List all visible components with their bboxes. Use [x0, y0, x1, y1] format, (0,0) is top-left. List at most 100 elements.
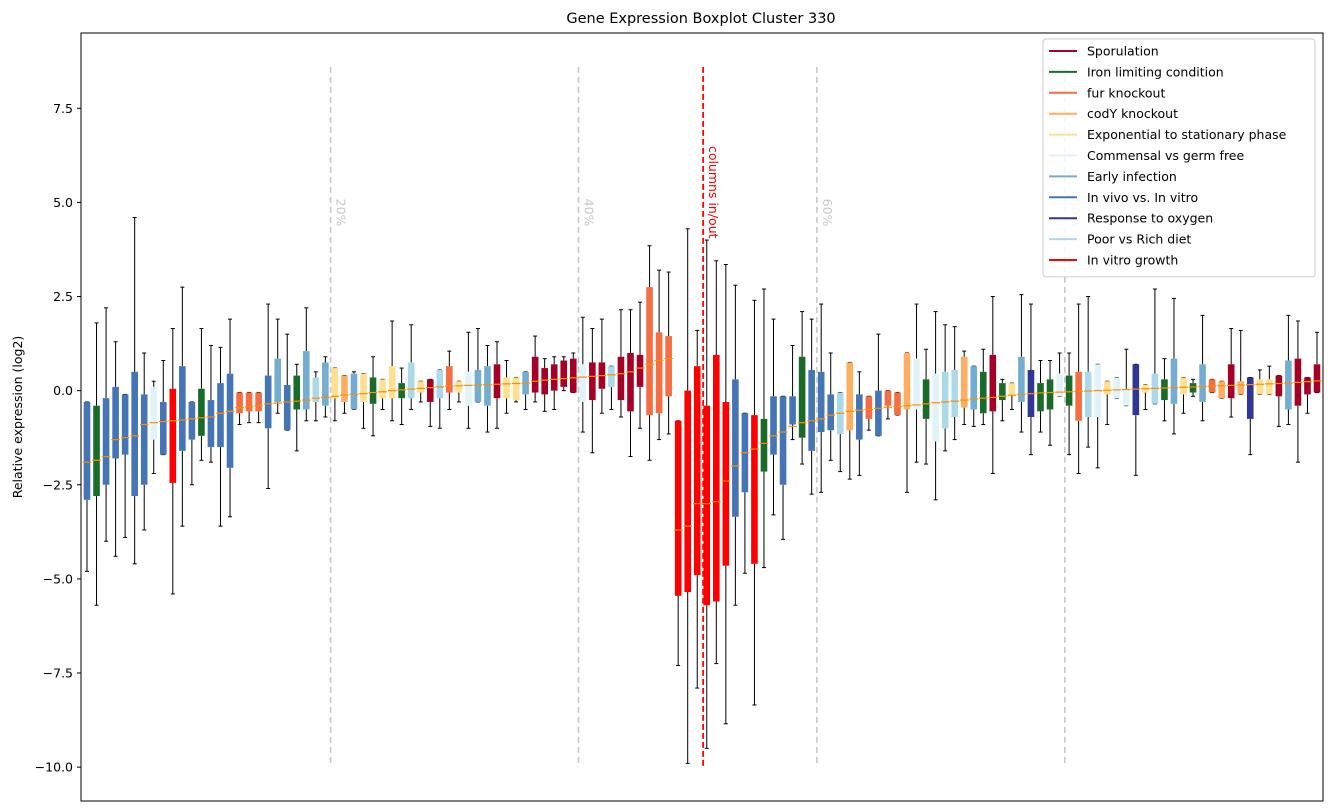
box-item	[378, 378, 387, 410]
box-body	[283, 385, 291, 431]
box-item	[931, 311, 940, 501]
box-item	[540, 358, 549, 412]
box-item	[788, 344, 797, 441]
box-body	[1285, 360, 1292, 410]
box-item	[969, 365, 979, 427]
box-item	[978, 348, 988, 426]
box-item	[635, 301, 645, 429]
box-body	[627, 353, 634, 412]
box-item	[1026, 303, 1036, 456]
legend-label: codY knockout	[1087, 106, 1178, 121]
legend: Sporulation Iron limiting condition fur kn…	[1042, 38, 1316, 278]
box-item	[1007, 382, 1017, 410]
box-item	[769, 318, 778, 516]
legend-label: Exponential to stationary phase	[1087, 127, 1287, 142]
box-item	[445, 350, 454, 410]
box-body	[674, 420, 682, 596]
box-item	[807, 318, 816, 495]
y-axis: 7.5 5.0 2.5 0.0 −2.5 −5.0 −7.5 −10.0	[35, 101, 81, 775]
box-item	[626, 309, 635, 458]
box-item	[168, 328, 178, 595]
box-item	[912, 303, 921, 463]
box-body	[159, 401, 167, 455]
box-body	[1199, 364, 1206, 402]
box-item	[502, 360, 511, 414]
box-body	[93, 405, 100, 497]
box-body	[617, 356, 625, 401]
box-body	[665, 336, 672, 397]
box-item	[816, 303, 826, 493]
box-body	[875, 390, 882, 436]
box-item	[855, 371, 864, 476]
y-tick-label: −7.5	[43, 666, 73, 681]
box-item	[139, 352, 149, 531]
box-item	[225, 318, 235, 518]
box-item	[235, 392, 244, 426]
box-item	[282, 333, 292, 431]
threshold-label: columns in/out	[706, 146, 721, 239]
box-item	[254, 392, 263, 424]
box-body	[484, 366, 491, 406]
box-item	[1245, 376, 1255, 456]
box-body	[1037, 383, 1044, 412]
box-item	[1188, 378, 1198, 397]
box-item	[492, 341, 502, 429]
box-body	[646, 287, 653, 416]
box-item	[130, 216, 139, 565]
box-body	[503, 377, 510, 399]
box-body	[493, 364, 501, 399]
box-body	[1103, 381, 1111, 395]
box-item	[874, 333, 883, 437]
box-item	[397, 367, 406, 426]
legend-frame	[1042, 38, 1316, 278]
box-body	[903, 353, 911, 410]
box-body	[970, 366, 978, 410]
box-item	[597, 318, 607, 414]
box-item	[549, 356, 559, 410]
box-body	[608, 366, 615, 387]
box-item	[120, 393, 130, 538]
box-body	[1180, 377, 1187, 395]
box-item	[692, 329, 702, 689]
box-item	[464, 331, 473, 429]
box-item	[1017, 294, 1026, 433]
box-item	[1169, 297, 1179, 435]
box-body	[1046, 379, 1054, 410]
box-item	[273, 318, 282, 414]
box-body	[1275, 375, 1283, 397]
box-body	[264, 375, 272, 429]
y-tick-label: −5.0	[43, 571, 73, 586]
box-body	[407, 362, 415, 399]
box-item	[1036, 360, 1045, 433]
box-item	[940, 324, 950, 452]
box-item	[416, 380, 426, 403]
box-body	[236, 392, 243, 414]
box-body	[779, 396, 787, 485]
box-item	[616, 309, 626, 418]
box-item	[721, 264, 731, 725]
box-body	[922, 379, 930, 419]
box-body	[960, 356, 968, 408]
box-item	[101, 307, 111, 542]
box-item	[588, 328, 597, 454]
box-item	[645, 245, 654, 461]
box-item	[1255, 369, 1265, 395]
box-item	[845, 361, 855, 480]
box-item	[1236, 329, 1246, 395]
box-item	[1312, 331, 1322, 394]
box-item	[731, 284, 740, 606]
box-body	[1075, 371, 1082, 421]
box-body	[1161, 379, 1168, 401]
box-body	[121, 394, 129, 455]
y-axis-label: Relative expression (log2)	[10, 336, 25, 499]
box-item	[893, 392, 902, 416]
box-item	[511, 376, 521, 403]
box-body	[1237, 381, 1245, 395]
box-body	[531, 356, 539, 393]
box-item	[197, 328, 206, 461]
box-body	[436, 369, 444, 399]
box-item	[702, 239, 712, 749]
legend-label: fur knockout	[1087, 85, 1165, 100]
y-tick-label: −2.5	[43, 477, 73, 492]
